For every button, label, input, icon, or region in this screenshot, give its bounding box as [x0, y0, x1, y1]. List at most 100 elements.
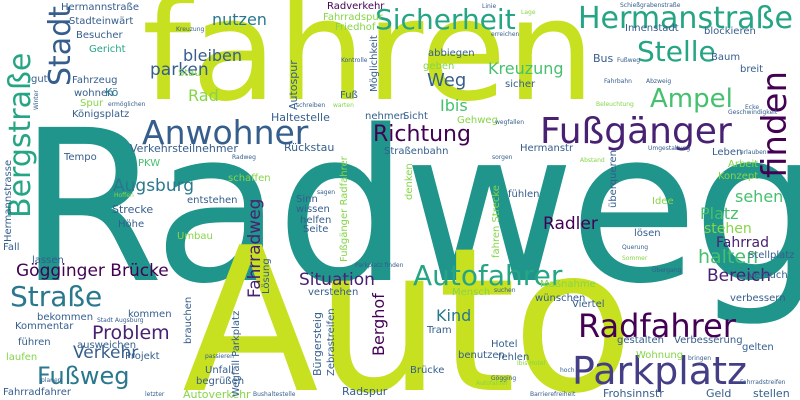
- word-fuehren: führen: [18, 337, 51, 348]
- word-parken: parken: [150, 60, 209, 80]
- word-stellplatz: Stellplatz: [748, 250, 795, 261]
- word-tiny-19: Gögging: [491, 375, 517, 382]
- word-tiny-5: Fahrbahn: [604, 78, 632, 85]
- word-fahren: fahren: [142, 0, 596, 133]
- word-mensch: Mensch: [452, 287, 491, 298]
- word-tiny-40: Hoffen: [114, 192, 134, 199]
- word-tiny-24: Barrierefreiheit: [530, 391, 576, 398]
- word-radspur: Radspur: [342, 385, 388, 398]
- word-denken: denken: [404, 163, 415, 200]
- word-lassen: lassen: [32, 255, 64, 266]
- word-auto: Auto: [182, 205, 634, 400]
- word-halten: halten: [698, 246, 759, 268]
- word-tiny-22: letzter: [145, 391, 165, 398]
- word-tiny-25: planen: [41, 377, 62, 384]
- word-tiny-3: erreichen: [491, 31, 520, 38]
- word-bruecke: Brücke: [410, 365, 445, 376]
- word-geben: geben: [423, 61, 455, 72]
- word-arbeit: Arbeit: [728, 159, 759, 170]
- word-tiny-16: Übergang: [652, 267, 682, 274]
- word-parkplatz: Parkplatz: [572, 349, 747, 393]
- word-loesung: Lösung: [261, 258, 272, 294]
- word-stelle: Stelle: [637, 35, 716, 68]
- word-konzept: Konzept: [718, 171, 759, 182]
- word-finden: finden: [755, 70, 795, 178]
- word-augsburg: Augsburg: [113, 176, 195, 196]
- word-umbau: Umbau: [177, 231, 213, 242]
- word-kommen: kommen: [128, 309, 172, 320]
- word-abbiegen: abbiegen: [428, 48, 475, 59]
- word-entstehen: entstehen: [187, 195, 238, 206]
- word-massnahme: Maßnahme: [540, 279, 596, 290]
- word-anwohner: Anwohner: [142, 113, 309, 152]
- word-strassenbahn: Straßenbahn: [384, 146, 449, 157]
- word-tiny-28: ermöglichen: [108, 101, 146, 108]
- word-radweg: Radweg: [18, 85, 800, 330]
- word-versuch: Versuch: [748, 270, 788, 281]
- word-geld: Geld: [706, 387, 732, 400]
- word-tram: Tram: [427, 325, 452, 336]
- word-weg: Weg: [427, 70, 467, 91]
- word-berghof: Berghof: [369, 293, 388, 356]
- word-tiny-23: Bushaltestelle: [253, 391, 296, 398]
- word-ibis: Ibis: [440, 96, 468, 115]
- word-fahrradfahrer: Fahrradfahrer: [3, 387, 71, 398]
- word-fahren-strecke: fahren Strecke: [491, 185, 502, 258]
- word-ausweichen: ausweichen: [77, 340, 137, 351]
- word-schaffen: schaffen: [228, 173, 271, 184]
- word-innenstadt: Innenstadt: [625, 23, 679, 34]
- word-bereich: Bereich: [707, 266, 772, 286]
- word-richtung: Richtung: [373, 122, 471, 147]
- word-wuenschen: wünschen: [535, 293, 586, 304]
- word-gut: gut: [31, 74, 48, 85]
- word-fall: Fall: [3, 242, 20, 253]
- word-froschinnstr: Frohsinnstr: [603, 387, 664, 400]
- word-hotel: Hotel: [491, 339, 518, 350]
- word-fussgaenger-radfahrer: Fußgänger Radfahrer: [339, 156, 350, 262]
- word-stehen: stehen: [704, 221, 752, 237]
- word-radfahrer: Radfahrer: [578, 307, 736, 345]
- word-tiny-26: Stadt Augsburg: [97, 317, 144, 324]
- word-haltestelle: Haltestelle: [271, 111, 330, 124]
- word-bleiben: bleiben: [183, 46, 243, 65]
- word-tiny-39: sagen: [317, 189, 336, 196]
- word-viertel: Viertel: [572, 299, 605, 310]
- word-sicher: sicher: [505, 79, 536, 90]
- word-autoverkehr: Autoverkehr: [183, 388, 251, 400]
- word-stellen: stellen: [753, 387, 790, 400]
- word-stadteinwaerts: Stadteinwärt: [69, 16, 134, 27]
- word-gestalten: gestalten: [617, 335, 664, 346]
- word-tiny-4: Lage: [521, 9, 536, 16]
- word-idee: Idee: [652, 196, 674, 207]
- word-kreuzung: Kreuzung: [488, 59, 564, 78]
- word-tiny-30: warten: [333, 102, 354, 109]
- word-laufen: laufen: [6, 352, 38, 363]
- word-wohnen: wohnen: [74, 88, 114, 99]
- word-zebrastreifen: Zebrastreifen: [326, 308, 337, 376]
- word-fussgaenger: Fußgänger: [540, 111, 732, 152]
- word-rad: Rad: [188, 86, 219, 105]
- word-tiny-15: Sommer: [622, 255, 648, 262]
- word-buergersteig: Bürgersteig: [311, 312, 324, 376]
- word-gehweg: Gehweg: [457, 115, 498, 126]
- word-koenigsplatz: Königsplatz: [72, 109, 130, 120]
- word-tiny-37: hoch: [560, 367, 575, 374]
- word-tiny-2: Linie: [482, 3, 497, 10]
- word-bus: Bus: [593, 52, 614, 65]
- word-friedhof: Friedhof: [335, 22, 376, 33]
- word-tiny-17: bringen: [688, 355, 712, 362]
- word-strasse: Straße: [10, 280, 103, 313]
- word-goegginger-bruecke: Gögginger Brücke: [16, 261, 169, 281]
- word-fehlen: fehlen: [498, 352, 530, 363]
- word-verkehrsteilnehmer: Verkehrsteilnehmer: [130, 142, 238, 155]
- word-tiny-34: Ecke: [745, 104, 760, 111]
- word-problem: Problem: [92, 322, 170, 344]
- word-tiny-31: wegfallen: [495, 119, 525, 126]
- word-fahrradspur: Fahrradspur: [323, 12, 383, 23]
- word-verbessern: verbessern: [730, 293, 786, 304]
- word-tiny-38: suchen: [494, 287, 516, 294]
- word-tiny-21: passieren: [205, 353, 234, 360]
- word-tiny-36: Fahrradstreifen: [740, 379, 786, 386]
- word-tiny-8: Geschwindigkeit: [728, 109, 778, 116]
- word-gericht: Gericht: [89, 44, 126, 55]
